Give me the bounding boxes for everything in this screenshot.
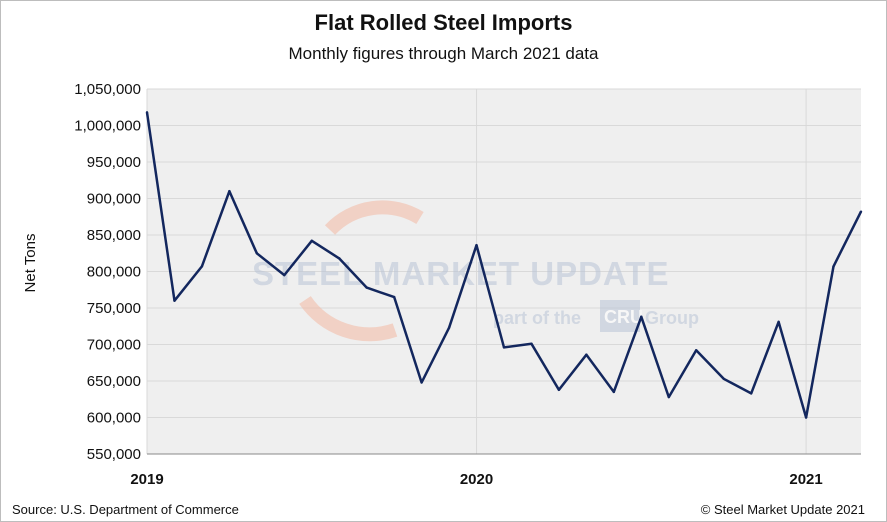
data-point	[310, 239, 313, 243]
data-point	[475, 244, 478, 247]
data-point	[392, 295, 396, 299]
watermark-brand: STEEL MARKET UPDATE	[252, 255, 669, 292]
data-point	[557, 388, 561, 391]
data-point	[228, 190, 231, 193]
data-point	[283, 273, 286, 277]
watermark-sub-before: part of the	[493, 308, 581, 328]
y-tick-label: 550,000	[87, 446, 141, 463]
x-tick-label: 2020	[460, 471, 493, 488]
data-point	[145, 111, 149, 114]
data-point	[338, 257, 341, 260]
y-tick-label: 1,050,000	[74, 81, 141, 98]
x-tick-label: 2019	[130, 471, 163, 488]
watermark-arc-top	[324, 200, 424, 235]
data-point	[777, 320, 780, 324]
data-point	[530, 342, 533, 345]
chart-subtitle: Monthly figures through March 2021 data	[288, 44, 599, 63]
data-point	[695, 349, 698, 352]
y-tick-label: 950,000	[87, 154, 141, 171]
data-point	[502, 346, 506, 349]
data-point	[255, 252, 259, 255]
y-axis-ticks: 550,000 600,000 650,000 700,000 750,000 800,0…	[74, 81, 141, 463]
x-axis-ticks: 2019 2020 2021	[130, 471, 822, 488]
data-point	[667, 395, 670, 399]
data-point	[200, 265, 204, 268]
data-point	[722, 377, 725, 381]
watermark-arc-bottom	[299, 295, 398, 342]
data-point	[447, 326, 451, 329]
data-point	[365, 286, 368, 289]
y-tick-label: 1,000,000	[74, 118, 141, 135]
y-tick-label: 750,000	[87, 300, 141, 317]
data-point	[585, 353, 588, 356]
copyright-note: © Steel Market Update 2021	[700, 502, 865, 517]
data-point	[420, 381, 423, 384]
data-point	[832, 265, 835, 268]
data-point	[612, 390, 616, 394]
watermark-sub-after: Group	[645, 308, 699, 328]
data-point	[859, 210, 863, 213]
y-tick-label: 700,000	[87, 337, 141, 354]
y-tick-label: 800,000	[87, 264, 141, 281]
source-note: Source: U.S. Department of Commerce	[12, 502, 239, 517]
watermark-badge-bg	[600, 300, 640, 332]
watermark: STEEL MARKET UPDATE part of the CRU Grou…	[252, 200, 699, 342]
y-tick-label: 650,000	[87, 373, 141, 390]
data-point	[804, 416, 808, 419]
watermark-badge: CRU	[604, 307, 643, 327]
x-tick-label: 2021	[789, 471, 822, 488]
chart-title: Flat Rolled Steel Imports	[314, 10, 573, 35]
series-points	[145, 111, 863, 419]
data-point	[173, 299, 176, 302]
data-point	[640, 315, 643, 318]
y-tick-label: 600,000	[87, 410, 141, 427]
y-tick-label: 850,000	[87, 227, 141, 244]
y-axis-label: Net Tons	[22, 234, 39, 293]
data-point	[749, 392, 753, 395]
y-tick-label: 900,000	[87, 191, 141, 208]
